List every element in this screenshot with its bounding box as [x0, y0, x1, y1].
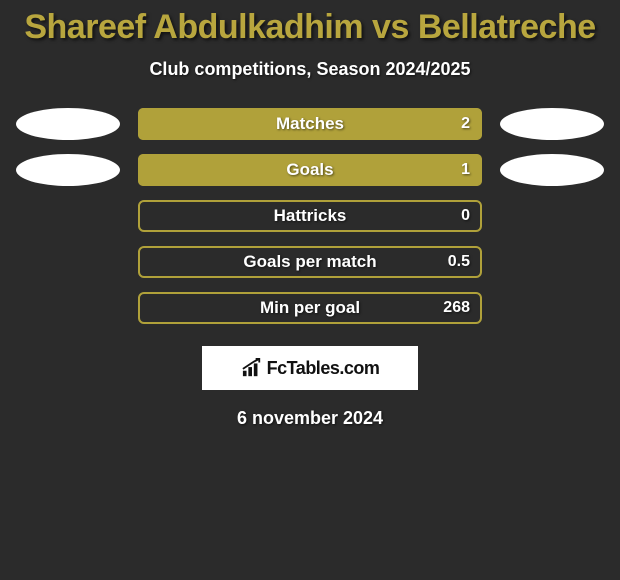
spacer [16, 200, 120, 232]
logo-text: FcTables.com [267, 358, 380, 379]
spacer [500, 200, 604, 232]
player-left-marker [16, 154, 120, 186]
stat-value: 2 [461, 115, 470, 133]
stats-list: Matches 2 Goals 1 Hattricks 0 Goals per match 0… [0, 108, 620, 324]
stat-row: Hattricks 0 [0, 200, 620, 232]
stat-value: 0.5 [448, 253, 470, 271]
chart-icon [241, 358, 263, 378]
spacer [500, 246, 604, 278]
stat-label: Hattricks [274, 206, 347, 226]
spacer [500, 292, 604, 324]
stat-value: 268 [443, 299, 470, 317]
stat-label: Goals per match [243, 252, 376, 272]
stat-bar: Min per goal 268 [138, 292, 482, 324]
player-left-marker [16, 108, 120, 140]
stat-bar: Goals per match 0.5 [138, 246, 482, 278]
player-right-marker [500, 108, 604, 140]
subtitle: Club competitions, Season 2024/2025 [0, 59, 620, 80]
stat-row: Goals 1 [0, 154, 620, 186]
spacer [16, 292, 120, 324]
stat-row: Min per goal 268 [0, 292, 620, 324]
stat-row: Matches 2 [0, 108, 620, 140]
stat-label: Min per goal [260, 298, 360, 318]
comparison-card: Shareef Abdulkadhim vs Bellatreche Club … [0, 0, 620, 429]
stat-bar: Goals 1 [138, 154, 482, 186]
stat-bar: Matches 2 [138, 108, 482, 140]
stat-bar: Hattricks 0 [138, 200, 482, 232]
stat-label: Goals [286, 160, 333, 180]
stat-label: Matches [276, 114, 344, 134]
page-title: Shareef Abdulkadhim vs Bellatreche [0, 8, 620, 47]
spacer [16, 246, 120, 278]
stat-value: 0 [461, 207, 470, 225]
stat-value: 1 [461, 161, 470, 179]
stat-row: Goals per match 0.5 [0, 246, 620, 278]
player-right-marker [500, 154, 604, 186]
logo-box: FcTables.com [202, 346, 418, 390]
date-label: 6 november 2024 [0, 408, 620, 429]
